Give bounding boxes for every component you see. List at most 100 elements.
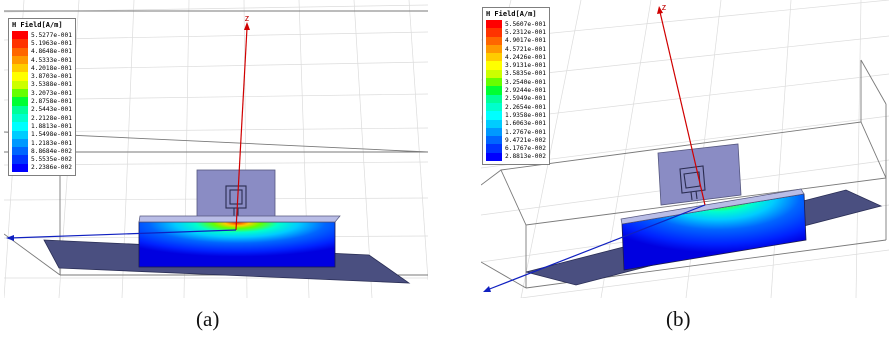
legend-row: 6.1767e-002 bbox=[486, 144, 546, 153]
legend-swatch bbox=[12, 122, 28, 131]
legend-value: 4.5721e-001 bbox=[505, 45, 546, 53]
legend-value: 1.5498e-001 bbox=[31, 131, 72, 139]
legend-swatch bbox=[12, 147, 28, 156]
legend-row: 2.2386e-002 bbox=[12, 163, 72, 173]
legend-row: 2.9244e-001 bbox=[486, 86, 546, 95]
legend-value: 2.9244e-001 bbox=[505, 87, 546, 95]
panel-a-legend-body: 5.5277e-001 5.1963e-001 4.8648e-001 4.5333e… bbox=[12, 31, 72, 173]
panel-a: z H Field[A/m] 5.5277e-001 5.1963e-001 4.8… bbox=[4, 0, 428, 298]
legend-row: 8.8684e-002 bbox=[12, 147, 72, 156]
legend-swatch bbox=[486, 119, 502, 128]
legend-value: 3.2073e-001 bbox=[31, 89, 72, 97]
panel-a-slot-ring bbox=[225, 185, 247, 218]
legend-row: 1.9358e-001 bbox=[486, 111, 546, 120]
panel-a-axes bbox=[6, 22, 250, 241]
legend-swatch bbox=[12, 155, 28, 164]
legend-value: 2.5443e-001 bbox=[31, 106, 72, 114]
legend-row: 2.5949e-001 bbox=[486, 94, 546, 103]
legend-value: 3.5835e-001 bbox=[505, 70, 546, 78]
panel-a-legend: H Field[A/m] 5.5277e-001 5.1963e-001 4.864… bbox=[8, 18, 76, 177]
legend-swatch bbox=[12, 138, 28, 148]
legend-value: 2.2654e-001 bbox=[505, 103, 546, 111]
legend-row: 2.8758e-001 bbox=[12, 97, 72, 106]
legend-swatch bbox=[486, 78, 502, 87]
legend-row: 1.2767e-001 bbox=[486, 127, 546, 137]
legend-value: 4.5333e-001 bbox=[31, 56, 72, 64]
legend-value: 1.6063e-001 bbox=[505, 120, 546, 128]
panel-b: z H Field[A/m] 5.5607e-001 5.2312e-001 4.9… bbox=[481, 0, 889, 298]
legend-swatch bbox=[486, 86, 502, 95]
legend-row: 2.8813e-002 bbox=[486, 152, 546, 162]
legend-swatch bbox=[12, 113, 28, 123]
legend-value: 1.9358e-001 bbox=[505, 111, 546, 119]
legend-swatch bbox=[486, 69, 502, 79]
legend-swatch bbox=[12, 55, 28, 65]
legend-value: 3.9131e-001 bbox=[505, 62, 546, 70]
legend-row: 4.5721e-001 bbox=[486, 44, 546, 54]
panel-b-airbox bbox=[481, 59, 887, 289]
legend-row: 5.5607e-001 bbox=[486, 20, 546, 29]
panel-b-caption: (b) bbox=[666, 307, 691, 331]
legend-swatch bbox=[12, 31, 28, 40]
legend-value: 2.2386e-002 bbox=[31, 164, 72, 172]
legend-row: 5.5277e-001 bbox=[12, 31, 72, 40]
legend-swatch bbox=[12, 80, 28, 90]
legend-swatch bbox=[486, 94, 502, 103]
legend-value: 5.2312e-001 bbox=[505, 28, 546, 36]
legend-value: 9.4721e-002 bbox=[505, 136, 546, 144]
legend-row: 3.5835e-001 bbox=[486, 69, 546, 79]
panel-b-axis-z-label: z bbox=[662, 2, 667, 12]
panel-a-legend-title: H Field[A/m] bbox=[12, 21, 63, 29]
legend-swatch bbox=[12, 130, 28, 139]
legend-value: 2.2128e-001 bbox=[31, 114, 72, 122]
legend-row: 5.2312e-001 bbox=[486, 28, 546, 37]
legend-value: 5.1963e-001 bbox=[31, 39, 72, 47]
panel-a-caption: (a) bbox=[196, 307, 220, 331]
legend-row: 1.2183e-001 bbox=[12, 138, 72, 148]
legend-swatch bbox=[486, 61, 502, 70]
legend-value: 6.1767e-002 bbox=[505, 145, 546, 153]
legend-row: 4.8648e-001 bbox=[12, 47, 72, 56]
panel-a-field-face bbox=[138, 221, 336, 268]
legend-row: 1.8813e-001 bbox=[12, 122, 72, 131]
legend-swatch bbox=[12, 105, 28, 114]
legend-swatch bbox=[12, 89, 28, 98]
legend-swatch bbox=[486, 102, 502, 112]
legend-swatch bbox=[12, 97, 28, 106]
legend-value: 1.8813e-001 bbox=[31, 122, 72, 130]
legend-value: 2.5949e-001 bbox=[505, 95, 546, 103]
legend-row: 3.8703e-001 bbox=[12, 72, 72, 81]
legend-swatch bbox=[486, 28, 502, 37]
legend-row: 5.1963e-001 bbox=[12, 39, 72, 48]
legend-value: 2.8813e-002 bbox=[505, 153, 546, 161]
panel-a-substrate-top bbox=[138, 215, 341, 223]
legend-swatch bbox=[12, 47, 28, 56]
legend-row: 1.6063e-001 bbox=[486, 119, 546, 128]
legend-row: 2.5443e-001 bbox=[12, 105, 72, 114]
panel-b-substrate-top bbox=[620, 188, 805, 225]
legend-value: 4.9017e-001 bbox=[505, 37, 546, 45]
legend-value: 2.8758e-001 bbox=[31, 98, 72, 106]
legend-swatch bbox=[12, 72, 28, 81]
panel-b-legend-title: H Field[A/m] bbox=[486, 10, 537, 18]
legend-value: 3.2540e-001 bbox=[505, 78, 546, 86]
panel-a-axis-z-label: z bbox=[245, 13, 250, 23]
legend-value: 4.2426e-001 bbox=[505, 53, 546, 61]
legend-row: 3.2073e-001 bbox=[12, 89, 72, 98]
legend-swatch bbox=[486, 144, 502, 153]
panel-a-patch bbox=[196, 169, 276, 221]
legend-row: 4.2426e-001 bbox=[486, 53, 546, 62]
legend-row: 5.5535e-002 bbox=[12, 155, 72, 164]
legend-value: 1.2767e-001 bbox=[505, 128, 546, 136]
panel-b-legend-body: 5.5607e-001 5.2312e-001 4.9017e-001 4.5721e… bbox=[486, 20, 546, 162]
legend-value: 4.2018e-001 bbox=[31, 64, 72, 72]
panel-b-legend: H Field[A/m] 5.5607e-001 5.2312e-001 4.901… bbox=[482, 7, 550, 166]
legend-row: 4.2018e-001 bbox=[12, 64, 72, 73]
legend-value: 5.5535e-002 bbox=[31, 156, 72, 164]
legend-value: 5.5607e-001 bbox=[505, 20, 546, 28]
legend-swatch bbox=[486, 136, 502, 145]
legend-row: 3.5388e-001 bbox=[12, 80, 72, 90]
legend-row: 2.2128e-001 bbox=[12, 113, 72, 123]
legend-value: 3.8703e-001 bbox=[31, 73, 72, 81]
legend-row: 4.5333e-001 bbox=[12, 55, 72, 65]
